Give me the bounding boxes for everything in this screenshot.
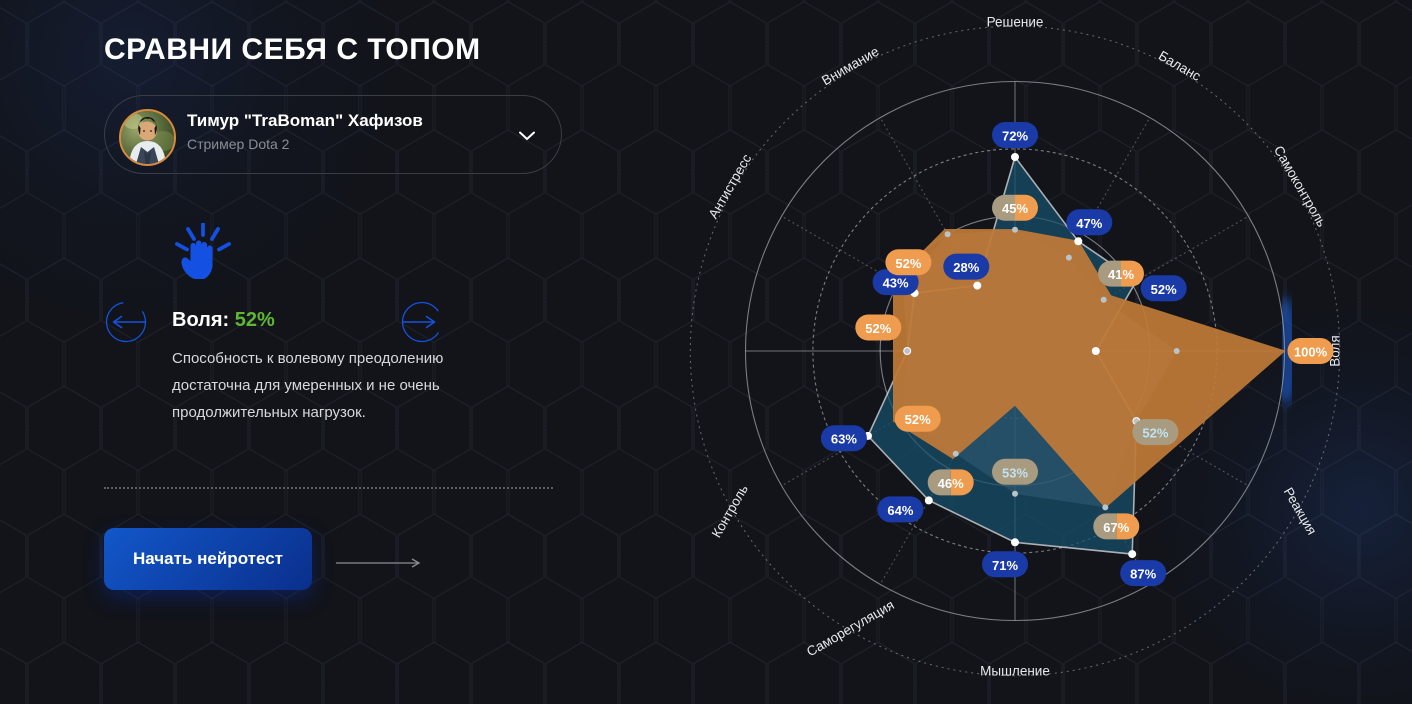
svg-text:41%: 41% (1108, 267, 1134, 282)
svg-text:47%: 47% (1076, 216, 1102, 231)
svg-text:63%: 63% (831, 432, 857, 447)
svg-text:53%: 53% (1002, 465, 1028, 480)
svg-text:71%: 71% (992, 558, 1018, 573)
svg-text:52%: 52% (1142, 426, 1168, 441)
svg-text:Мышление: Мышление (980, 664, 1050, 679)
svg-text:Решение: Решение (987, 14, 1044, 29)
svg-text:52%: 52% (905, 412, 931, 427)
svg-text:45%: 45% (1002, 201, 1028, 216)
svg-text:87%: 87% (1130, 567, 1156, 582)
svg-text:Реакция: Реакция (1281, 485, 1320, 537)
svg-text:100%: 100% (1294, 345, 1328, 360)
svg-text:43%: 43% (883, 276, 909, 291)
svg-text:Внимание: Внимание (819, 44, 881, 89)
svg-text:67%: 67% (1103, 520, 1129, 535)
svg-text:72%: 72% (1002, 129, 1028, 144)
svg-text:28%: 28% (953, 260, 979, 275)
svg-text:Баланс: Баланс (1156, 48, 1204, 84)
svg-text:Саморегуляция: Саморегуляция (804, 597, 897, 659)
svg-text:52%: 52% (1151, 282, 1177, 297)
svg-text:Антистресс: Антистресс (705, 151, 754, 221)
svg-text:52%: 52% (865, 321, 891, 336)
svg-text:64%: 64% (887, 503, 913, 518)
svg-text:52%: 52% (895, 256, 921, 271)
svg-text:Самоконтроль: Самоконтроль (1271, 143, 1330, 229)
svg-text:46%: 46% (938, 476, 964, 491)
